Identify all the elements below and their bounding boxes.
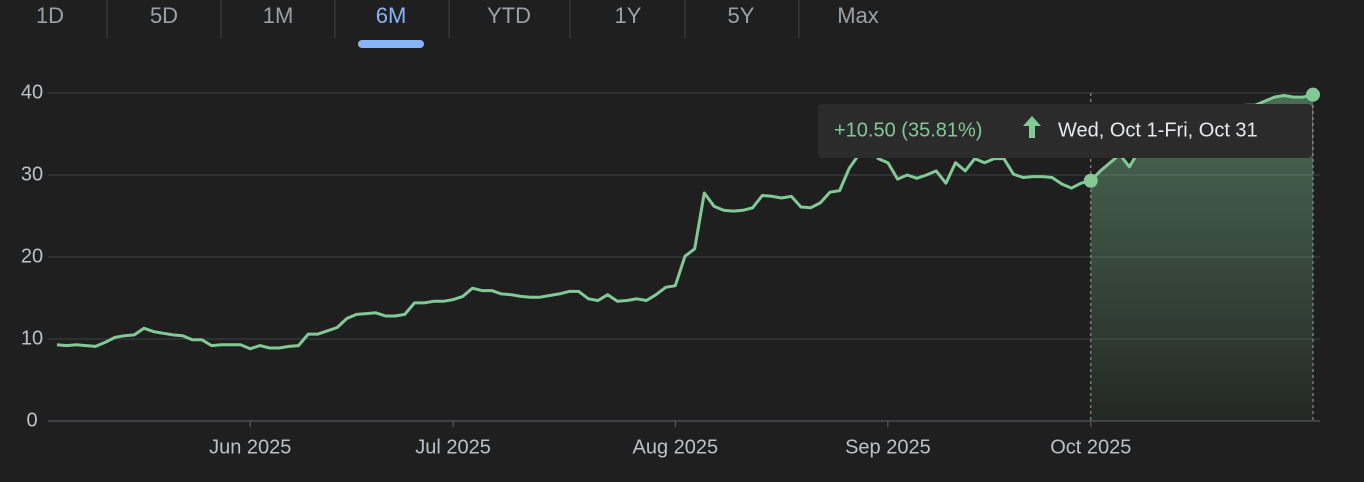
up-arrow-icon xyxy=(1023,116,1041,138)
selection-point xyxy=(1083,173,1098,188)
price-line xyxy=(56,93,1314,351)
tooltip: +10.50 (35.81%) Wed, Oct 1-Fri, Oct 31 xyxy=(818,104,1312,158)
x-tick-label: Oct 2025 xyxy=(1050,436,1131,458)
y-tick-label: 10 xyxy=(21,327,43,349)
selection-area xyxy=(1090,94,1313,421)
range-tab[interactable]: 6M xyxy=(376,3,407,28)
plot: 0 10 20 30 40 Jun 2025 Jul 2025 Aug 2025 Sep 202… xyxy=(21,81,1320,458)
range-tab[interactable]: 5Y xyxy=(728,3,755,28)
x-tick-label: Aug 2025 xyxy=(633,436,719,458)
selection-point xyxy=(1306,87,1320,102)
range-tab[interactable]: Max xyxy=(837,3,879,28)
y-tick-label: 30 xyxy=(21,163,43,185)
tooltip-range: Wed, Oct 1-Fri, Oct 31 xyxy=(1058,119,1258,141)
y-tick-label: 0 xyxy=(26,409,37,431)
tooltip-change: +10.50 (35.81%) xyxy=(834,119,982,141)
range-tab[interactable]: 1D xyxy=(36,3,64,28)
range-tab[interactable]: 1Y xyxy=(615,3,642,28)
active-tab-indicator xyxy=(358,40,424,48)
tooltip-box xyxy=(818,104,1312,158)
range-tab[interactable]: 1M xyxy=(263,3,294,28)
range-tab[interactable]: YTD xyxy=(487,3,531,28)
y-tick-label: 20 xyxy=(21,245,43,267)
x-tick-label: Sep 2025 xyxy=(845,436,931,458)
x-tick-label: Jul 2025 xyxy=(415,436,491,458)
y-tick-label: 40 xyxy=(21,81,43,103)
x-tick-label: Jun 2025 xyxy=(209,436,291,458)
range-tab[interactable]: 5D xyxy=(150,3,178,28)
range-tabs: 1D 5D 1M 6M YTD 1Y 5Y Max xyxy=(36,0,879,48)
